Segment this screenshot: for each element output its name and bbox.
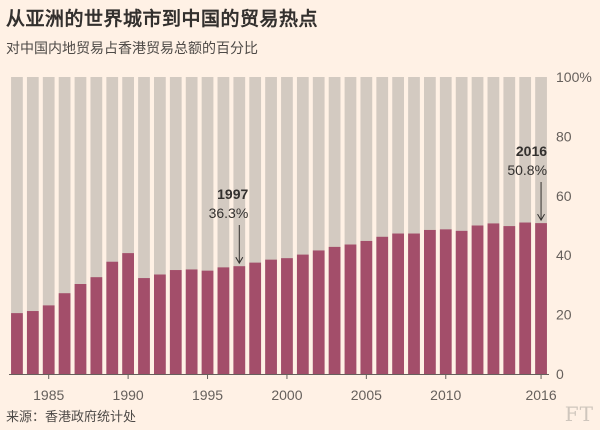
bar-track-2001 <box>296 77 309 374</box>
bar-track-1998 <box>249 77 262 374</box>
y-tick-label: 0 <box>556 366 564 382</box>
bar-track-1995 <box>201 77 214 374</box>
bar-track-1986 <box>58 77 71 374</box>
bar-track-1990 <box>122 77 134 374</box>
bar-1997 <box>233 266 246 374</box>
bar-2011 <box>455 230 468 374</box>
bar-1995 <box>201 270 214 374</box>
bar-2012 <box>471 225 484 374</box>
bar-1996 <box>217 267 230 374</box>
bar-track-2007 <box>392 77 404 374</box>
bar-2007 <box>392 233 404 374</box>
bar-1993 <box>169 270 182 374</box>
bar-2001 <box>296 254 309 374</box>
bar-2009 <box>424 229 436 374</box>
bar-1989 <box>106 261 119 374</box>
bar-track-1999 <box>265 77 277 374</box>
bar-2006 <box>376 236 389 374</box>
bar-track-1992 <box>154 77 166 374</box>
x-tick-label: 2005 <box>351 387 382 403</box>
annotation-arrow-head <box>537 213 545 222</box>
y-tick-label: 20 <box>556 307 572 323</box>
x-tick-label: 2010 <box>430 387 461 403</box>
y-tick-label: 80 <box>556 128 572 144</box>
source-note: 来源：香港政府统计处 <box>6 410 137 425</box>
bar-2008 <box>408 233 420 374</box>
bar-2002 <box>312 250 325 374</box>
bar-2014 <box>503 226 516 374</box>
bar-1990 <box>122 253 134 374</box>
bar-track-2002 <box>312 77 325 374</box>
bar-track-2008 <box>408 77 420 374</box>
bar-1999 <box>265 259 277 374</box>
bar-track-2000 <box>281 77 293 374</box>
bar-track-1985 <box>42 77 55 374</box>
x-tick-label: 1990 <box>113 387 144 403</box>
bar-track-1989 <box>106 77 119 374</box>
bar-track-2010 <box>439 77 452 374</box>
bar-1987 <box>74 284 87 374</box>
y-tick-label: 40 <box>556 247 572 263</box>
bar-1985 <box>42 305 55 374</box>
bar-track-1983 <box>11 77 23 374</box>
bar-track-2005 <box>360 77 373 374</box>
x-tick-label: 1995 <box>192 387 223 403</box>
bar-2016 <box>535 223 547 374</box>
bar-1984 <box>26 311 39 374</box>
chart-subtitle: 对中国内地贸易占香港贸易总额的百分比 <box>6 41 258 57</box>
bar-track-2014 <box>503 77 516 374</box>
annotation-arrow-head <box>235 256 244 265</box>
bar-track-2006 <box>376 77 389 374</box>
annotation-value: 36.3% <box>209 205 249 221</box>
annotation-year: 1997 <box>217 186 248 202</box>
bar-2015 <box>519 222 532 374</box>
bar-track-1987 <box>74 77 87 374</box>
y-tick-label: 100% <box>556 69 592 85</box>
bar-track-2011 <box>455 77 468 374</box>
bar-1988 <box>90 277 103 374</box>
bar-1991 <box>138 278 150 374</box>
bar-2013 <box>487 223 500 374</box>
bar-1992 <box>154 274 166 374</box>
bar-track-2009 <box>424 77 436 374</box>
bar-2004 <box>344 244 357 374</box>
bar-track-2004 <box>344 77 357 374</box>
y-tick-label: 60 <box>556 188 572 204</box>
bar-1983 <box>11 313 23 374</box>
chart-title: 从亚洲的世界城市到中国的贸易热点 <box>6 8 319 30</box>
bar-2000 <box>281 258 293 374</box>
bar-track-1994 <box>185 77 198 374</box>
bar-2005 <box>360 240 373 374</box>
bar-2010 <box>439 229 452 374</box>
x-tick-label: 2016 <box>525 387 556 403</box>
bar-track-1996 <box>217 77 230 374</box>
bar-1986 <box>58 293 71 374</box>
annotation-year: 2016 <box>516 143 547 159</box>
bar-track-1993 <box>169 77 182 374</box>
ft-logo: FT <box>564 402 594 426</box>
bar-track-1988 <box>90 77 103 374</box>
bar-1994 <box>185 269 198 374</box>
annotation-value: 50.8% <box>507 162 547 178</box>
x-tick-label: 2000 <box>271 387 302 403</box>
bar-2003 <box>328 246 341 374</box>
bar-track-2003 <box>328 77 341 374</box>
x-tick-label: 1985 <box>33 387 64 403</box>
bar-track-1984 <box>26 77 39 374</box>
bar-track-1991 <box>138 77 150 374</box>
bar-1998 <box>249 262 262 374</box>
